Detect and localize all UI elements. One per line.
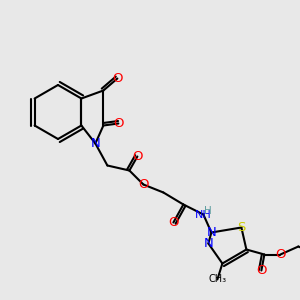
Text: CH₃: CH₃	[208, 274, 226, 284]
Text: O: O	[132, 150, 142, 163]
Text: O: O	[112, 72, 123, 85]
Text: NH: NH	[195, 209, 212, 220]
Text: S: S	[237, 221, 246, 234]
Text: O: O	[256, 264, 267, 277]
Text: N: N	[203, 237, 213, 250]
Text: O: O	[168, 216, 178, 229]
Text: O: O	[113, 117, 124, 130]
Text: N: N	[91, 137, 100, 150]
Text: O: O	[275, 248, 286, 261]
Text: O: O	[138, 178, 148, 191]
Text: H: H	[203, 206, 211, 217]
Text: N: N	[206, 226, 216, 239]
